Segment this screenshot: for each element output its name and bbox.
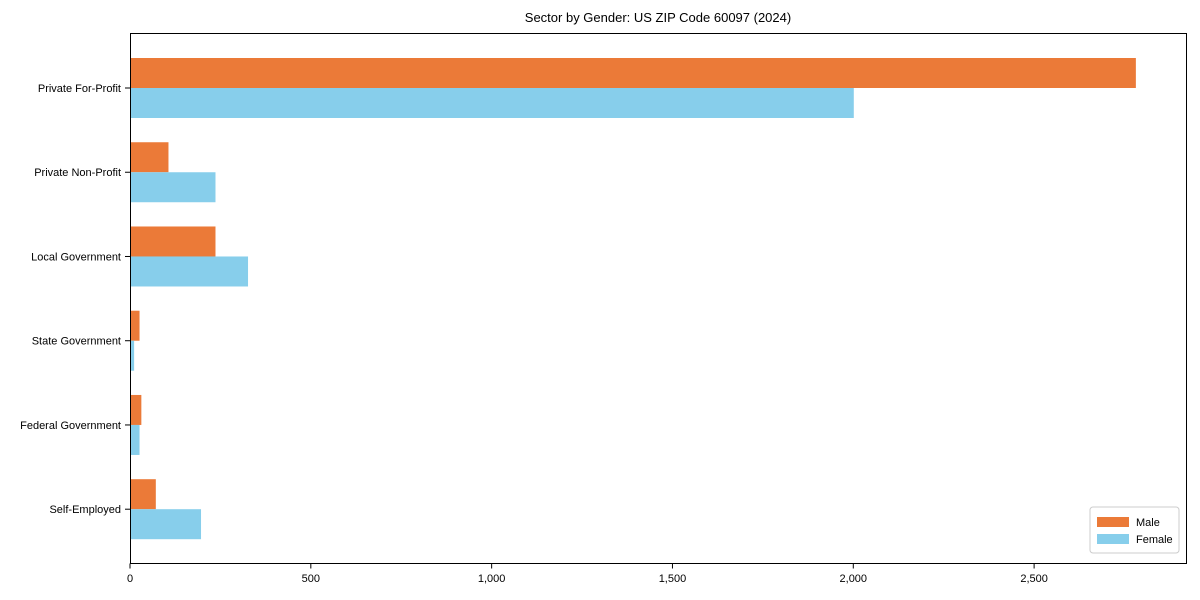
y-tick-label-self-employed: Self-Employed — [49, 504, 121, 516]
bar-male-local-government — [130, 226, 216, 257]
legend-label-male: Male — [1136, 517, 1160, 529]
x-tick-label: 1,000 — [478, 573, 506, 585]
x-tick-label: 0 — [127, 573, 133, 585]
bar-female-state-government — [130, 340, 135, 371]
bar-male-state-government — [130, 310, 140, 341]
legend-swatch-male — [1097, 517, 1129, 527]
y-tick-label-federal-government: Federal Government — [20, 420, 121, 432]
legend-label-female: Female — [1136, 534, 1173, 546]
legend-box — [1089, 506, 1180, 554]
x-tick-label: 2,000 — [840, 573, 868, 585]
bar-male-private-for-profit — [130, 58, 1136, 88]
y-tick-label-local-government: Local Government — [31, 251, 121, 263]
chart-title: Sector by Gender: US ZIP Code 60097 (202… — [524, 10, 792, 25]
bar-male-federal-government — [130, 394, 142, 425]
x-tick-label: 1,500 — [659, 573, 687, 585]
y-tick-label-private-non-profit: Private Non-Profit — [34, 167, 121, 179]
bar-male-private-non-profit — [130, 142, 169, 173]
x-tick-label: 500 — [302, 573, 320, 585]
y-tick-label-state-government: State Government — [32, 336, 121, 348]
legend-swatch-female — [1097, 534, 1129, 544]
bar-male-self-employed — [130, 479, 156, 510]
bar-female-local-government — [130, 256, 249, 287]
bar-female-private-for-profit — [130, 88, 854, 118]
bar-female-self-employed — [130, 509, 202, 540]
plot-border — [130, 33, 1187, 564]
bar-female-federal-government — [130, 424, 140, 455]
x-tick-label: 2,500 — [1020, 573, 1048, 585]
bar-female-private-non-profit — [130, 172, 216, 203]
y-tick-label-private-for-profit: Private For-Profit — [38, 83, 121, 95]
